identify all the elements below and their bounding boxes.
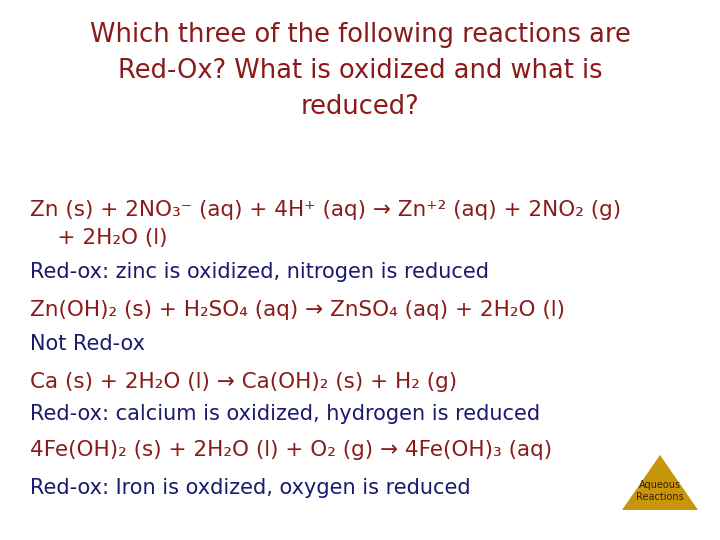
Text: Red-Ox? What is oxidized and what is: Red-Ox? What is oxidized and what is [117, 58, 603, 84]
Polygon shape [622, 455, 698, 510]
Text: + 2H₂O (l): + 2H₂O (l) [30, 228, 168, 248]
Text: Zn (s) + 2NO₃⁻ (aq) + 4H⁺ (aq) → Zn⁺² (aq) + 2NO₂ (g): Zn (s) + 2NO₃⁻ (aq) + 4H⁺ (aq) → Zn⁺² (a… [30, 200, 621, 220]
Text: Zn(OH)₂ (s) + H₂SO₄ (aq) → ZnSO₄ (aq) + 2H₂O (l): Zn(OH)₂ (s) + H₂SO₄ (aq) → ZnSO₄ (aq) + … [30, 300, 565, 320]
Text: Aqueous
Reactions: Aqueous Reactions [636, 480, 684, 502]
Text: Red-ox: zinc is oxidized, nitrogen is reduced: Red-ox: zinc is oxidized, nitrogen is re… [30, 262, 489, 282]
Text: Ca (s) + 2H₂O (l) → Ca(OH)₂ (s) + H₂ (g): Ca (s) + 2H₂O (l) → Ca(OH)₂ (s) + H₂ (g) [30, 372, 457, 392]
Text: Not Red-ox: Not Red-ox [30, 334, 145, 354]
Text: reduced?: reduced? [301, 94, 419, 120]
Text: Red-ox: calcium is oxidized, hydrogen is reduced: Red-ox: calcium is oxidized, hydrogen is… [30, 404, 540, 424]
Text: Red-ox: Iron is oxdized, oxygen is reduced: Red-ox: Iron is oxdized, oxygen is reduc… [30, 478, 471, 498]
Text: 4Fe(OH)₂ (s) + 2H₂O (l) + O₂ (g) → 4Fe(OH)₃ (aq): 4Fe(OH)₂ (s) + 2H₂O (l) + O₂ (g) → 4Fe(O… [30, 440, 552, 460]
Text: Which three of the following reactions are: Which three of the following reactions a… [89, 22, 631, 48]
